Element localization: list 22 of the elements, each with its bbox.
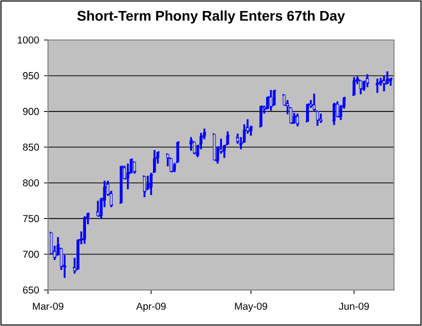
candlestick: [133, 161, 136, 175]
candlestick: [269, 89, 272, 112]
x-tick-label: Jun-09: [338, 302, 369, 310]
y-tick-label: 800: [23, 179, 39, 186]
candlestick: [192, 141, 196, 156]
y-tick-label: 750: [23, 215, 39, 222]
candlestick: [212, 133, 216, 161]
y-tick-label: 1000: [18, 36, 39, 44]
candlestick: [359, 80, 362, 96]
y-tick-label: 850: [23, 144, 39, 151]
x-tick-label: Mar-09: [32, 302, 64, 310]
x-tick-label: Apr-09: [136, 302, 166, 312]
candlestick: [312, 92, 316, 112]
y-tick-label: 950: [23, 72, 39, 80]
chart-title: Short-Term Phony Rally Enters 67th Day: [77, 10, 345, 24]
y-tick-label: 650: [23, 286, 39, 294]
y-tick-label: 700: [23, 250, 39, 258]
candlestick: [366, 73, 369, 88]
candlestick: [96, 200, 100, 218]
x-tick-label: May-09: [235, 302, 268, 312]
y-tick-label: 900: [23, 108, 39, 115]
candlestick: [170, 158, 173, 174]
